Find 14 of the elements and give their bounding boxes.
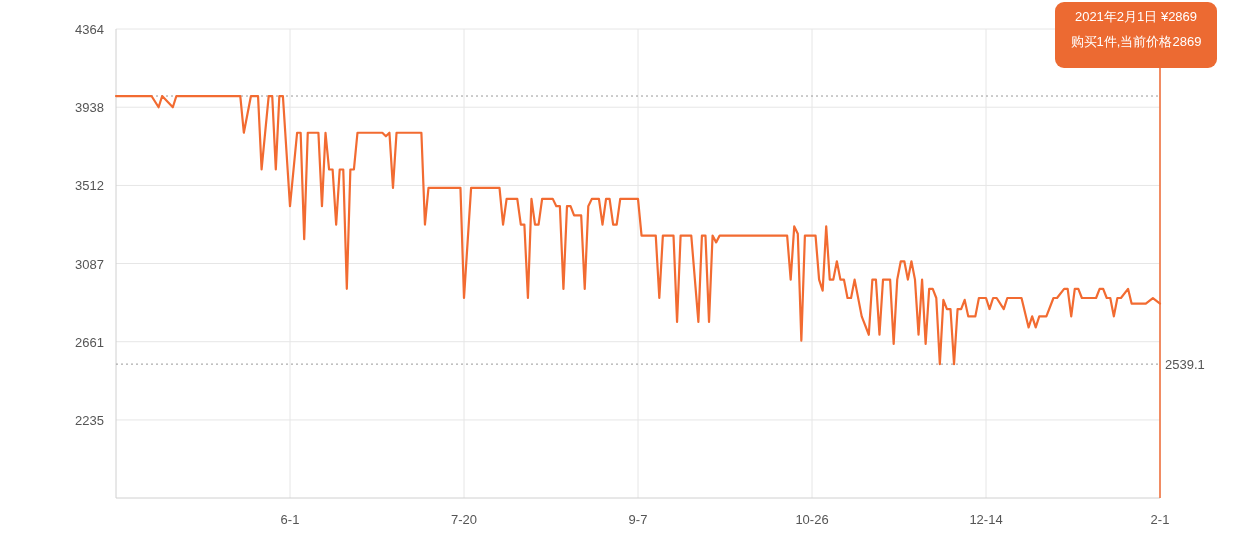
y-tick-label: 2661 [75, 334, 104, 350]
ref-line-label: 2539.1 [1165, 357, 1205, 373]
y-tick-label: 3512 [75, 178, 104, 194]
y-tick-label: 3087 [75, 256, 104, 272]
x-tick-label: 6-1 [280, 512, 300, 527]
x-tick-label: 12-14 [969, 512, 1003, 527]
y-tick-label: 2235 [75, 412, 104, 428]
x-tick-label: 9-7 [628, 512, 648, 527]
annotation: 2021年2月1日 ¥2869 购买1件,当前价格2869 [1070, 9, 1202, 49]
y-tick-label: 4364 [75, 22, 104, 37]
x-tick-label: 10-26 [795, 512, 829, 527]
y-tick-label: 3938 [75, 100, 104, 116]
x-tick-label: 2-1 [1150, 512, 1170, 527]
x-tick-label: 7-20 [450, 512, 478, 527]
